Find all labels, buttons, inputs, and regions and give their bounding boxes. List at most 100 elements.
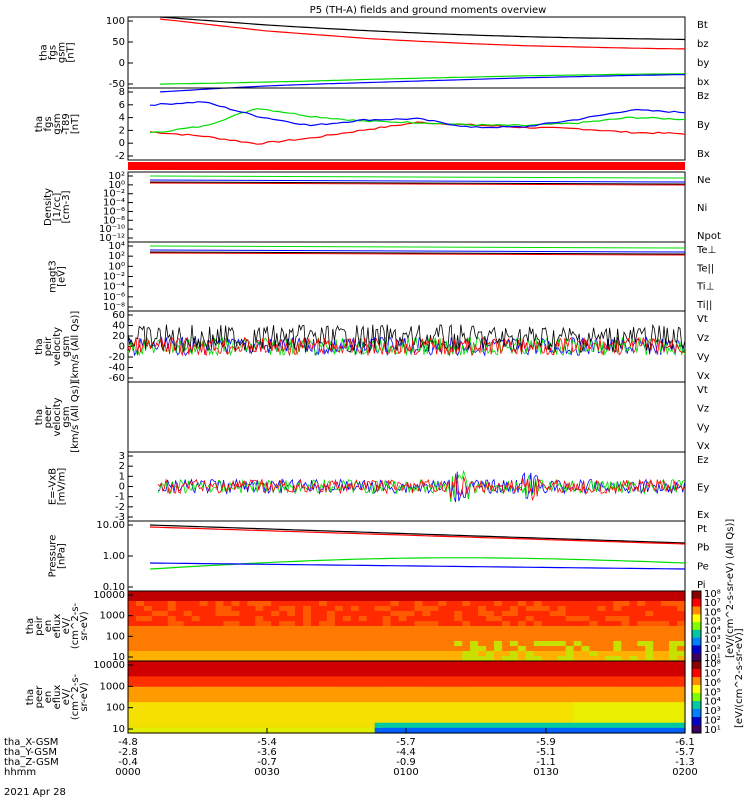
spectrogram-cell [454, 661, 463, 667]
spectrogram-cell [589, 591, 599, 597]
spectrogram-cell [255, 707, 264, 714]
spectrogram-cell [621, 626, 630, 632]
spectrogram-cell [231, 686, 240, 693]
spectrogram-cell [629, 641, 638, 647]
spectrogram-cell [517, 606, 527, 612]
spectrogram-cell [597, 646, 607, 652]
y-axis-label: velocity [52, 327, 63, 366]
spectrogram-cell [414, 636, 424, 642]
spectrogram-cell [406, 631, 416, 637]
spectrogram-cell [128, 631, 137, 637]
spectrogram-cell [669, 676, 678, 683]
spectrogram-cell [151, 712, 161, 719]
panel-3: 10²10⁰10⁻²10⁻⁴10⁻⁶10⁻⁸10⁻¹⁰10⁻¹²Density[… [43, 171, 721, 244]
spectrogram-cell [398, 596, 408, 602]
spectrogram-cell [207, 626, 217, 632]
spectrogram-cell [517, 681, 527, 688]
spectrogram-cell [135, 686, 145, 693]
spectrogram-cell [374, 697, 384, 703]
spectrogram-cell [621, 606, 630, 612]
spectrogram-cell [501, 636, 511, 642]
y-tick-label: 10⁻⁴ [103, 282, 125, 293]
spectrogram-cell [135, 707, 145, 714]
spectrogram-cell [199, 691, 209, 698]
spectrogram-cell [374, 651, 384, 657]
spectrogram-cell [653, 702, 662, 708]
spectrogram-cell [406, 626, 416, 632]
spectrogram-cell [414, 616, 424, 622]
spectrogram-cell [326, 697, 336, 703]
spectrogram-cell [167, 712, 177, 719]
spectrogram-cell [247, 661, 256, 667]
spectrogram-cell [183, 666, 193, 672]
spectrogram-cell [279, 676, 288, 683]
colorbar-segment [692, 645, 701, 654]
spectrogram-cell [303, 636, 312, 642]
spectrogram-cell [247, 676, 256, 683]
signal-trace [127, 336, 686, 357]
spectrogram-cell [303, 697, 312, 703]
spectrogram-cell [525, 722, 535, 729]
spectrogram-cell [366, 651, 376, 657]
spectrogram-cell [159, 631, 169, 637]
spectrogram-cell [446, 661, 455, 667]
spectrogram-cell [382, 641, 392, 647]
spectrogram-cell [541, 681, 551, 688]
spectrogram-cell [159, 661, 169, 667]
spectrogram-cell [167, 702, 177, 708]
spectrogram-cell [183, 606, 193, 612]
signal-trace [158, 471, 685, 503]
legend-entry: Pe [697, 561, 709, 572]
spectrogram-cell [215, 656, 225, 662]
x-row-value: -5.7 [675, 747, 695, 758]
spectrogram-cell [398, 626, 408, 632]
spectrogram-cell [223, 616, 233, 622]
spectrogram-cell [223, 707, 233, 714]
spectrogram-cell [358, 722, 368, 729]
spectrogram-cell [239, 621, 248, 627]
spectrogram-cell [342, 707, 352, 714]
spectrogram-cell [501, 671, 511, 678]
spectrogram-cell [509, 641, 519, 647]
spectrogram-cell [677, 646, 686, 652]
spectrogram-cell [239, 641, 248, 647]
spectrogram-cell [613, 666, 622, 672]
spectrogram-cell [597, 626, 607, 632]
spectrogram-cell [374, 656, 384, 662]
colorbar-segment [692, 653, 701, 662]
spectrogram-cell [398, 631, 408, 637]
spectrogram-cell [470, 707, 479, 714]
spectrogram-cell [661, 646, 670, 652]
spectrogram-cell [175, 656, 185, 662]
spectrogram-cell [629, 631, 638, 637]
spectrogram-cell [390, 681, 400, 688]
spectrogram-cell [374, 686, 384, 693]
spectrogram-cell [637, 606, 646, 612]
spectrogram-cell [486, 656, 495, 662]
spectrogram-cell [382, 697, 392, 703]
spectrogram-cell [303, 702, 312, 708]
spectrogram-cell [470, 606, 479, 612]
spectrogram-cell [422, 666, 431, 672]
spectrogram-cell [311, 671, 320, 678]
spectrogram-cell [454, 636, 463, 642]
colorbar-label: [eV/(cm^2-s-sr-eV)] [734, 628, 745, 728]
spectrogram-cell [501, 651, 511, 657]
spectrogram-cell [191, 641, 201, 647]
spectrogram-cell [215, 691, 225, 698]
spectrogram-cell [573, 601, 583, 607]
spectrogram-cell [382, 621, 392, 627]
spectrogram-cell [629, 596, 638, 602]
trace-line [149, 245, 686, 249]
spectrogram-cell [525, 651, 535, 657]
spectrogram-cell [454, 646, 463, 652]
trace-line [149, 182, 686, 186]
spectrogram-cell [597, 707, 607, 714]
spectrogram-cell [645, 646, 654, 652]
spectrogram-cell [470, 641, 479, 647]
spectrogram-cell [549, 707, 559, 714]
spectrogram-cell [629, 697, 638, 703]
spectrogram-cell [374, 616, 384, 622]
spectrogram-cell [358, 656, 368, 662]
spectrogram-cell [605, 727, 614, 734]
